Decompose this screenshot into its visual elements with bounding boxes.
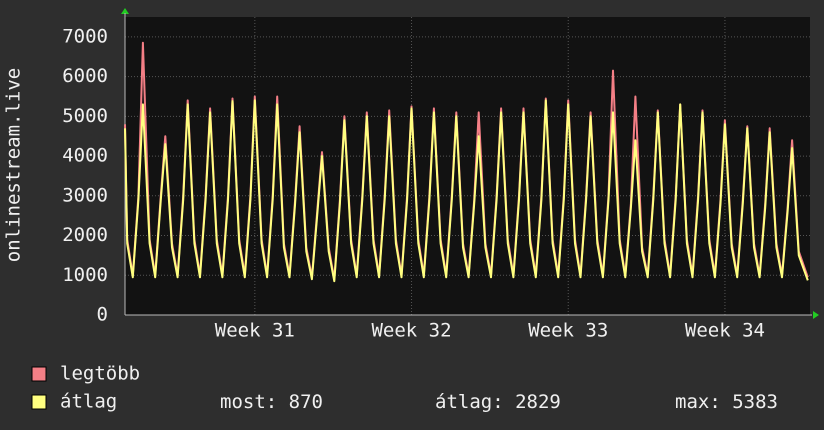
y-tick-label: 1000 xyxy=(62,264,108,286)
series-line xyxy=(124,99,809,283)
y-tick-label: 6000 xyxy=(62,65,108,87)
stat-label: max: xyxy=(675,391,721,413)
x-tick-label: Week 32 xyxy=(371,320,451,342)
y-tick-label: 2000 xyxy=(62,224,108,246)
stat-value: 5383 xyxy=(732,391,778,413)
legend-label: átlag xyxy=(60,391,117,413)
stat-value: 870 xyxy=(289,391,323,413)
legend-stat: most: 870 xyxy=(220,391,323,413)
stat-label: most: xyxy=(220,391,277,413)
stat-label: átlag: xyxy=(435,391,504,413)
legend-swatch xyxy=(31,394,47,410)
y-tick-label: 0 xyxy=(97,304,108,326)
y-axis-label: onlinestream.live xyxy=(3,68,25,262)
legend-label: legtöbb xyxy=(60,363,140,385)
stat-value: 2829 xyxy=(515,391,561,413)
x-tick-label: Week 34 xyxy=(685,320,765,342)
x-arrow xyxy=(813,311,819,319)
legend: legtöbb átlag most: 870 átlag: 2829 max: 538… xyxy=(31,363,778,413)
y-tick-label: 5000 xyxy=(62,105,108,127)
x-tick-label: Week 31 xyxy=(215,320,295,342)
y-tick-label: 4000 xyxy=(62,145,108,167)
legend-stat: max: 5383 xyxy=(675,391,778,413)
y-tick-label: 3000 xyxy=(62,184,108,206)
legend-swatch xyxy=(31,366,47,382)
legend-stat: átlag: 2829 xyxy=(435,391,561,413)
y-arrow xyxy=(121,8,129,14)
y-tick-label: 7000 xyxy=(62,25,108,47)
x-tick-label: Week 33 xyxy=(528,320,608,342)
